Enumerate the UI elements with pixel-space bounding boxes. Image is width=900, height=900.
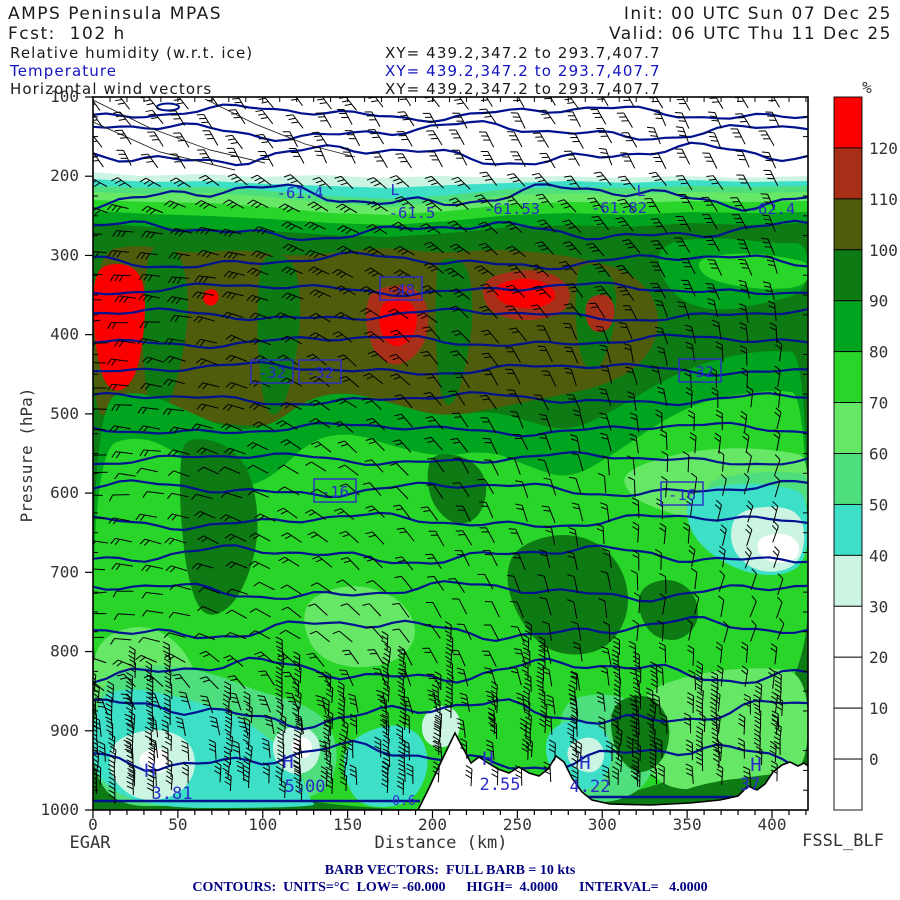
contour-labels: -61.4 -61.5 -61.53 -61.82 -62.4 L L -48 -32 -32 -3… xyxy=(144,181,795,809)
colorbar-tick-label: 70 xyxy=(869,394,888,413)
low-marker: L xyxy=(636,182,645,200)
surface-high-marker: H xyxy=(482,748,493,770)
colorbar-tick-label: 80 xyxy=(869,343,888,362)
colorbar-tick-label: 40 xyxy=(869,546,888,565)
low-marker: L xyxy=(390,181,399,199)
contour-min-label: -62.4 xyxy=(749,200,796,218)
surface-contour-label: 0.6 xyxy=(392,794,415,809)
x-tick-label: 50 xyxy=(168,815,187,834)
colorbar-tick-label: 120 xyxy=(869,139,898,158)
field-1-xy: XY= 439.2,347.2 to 293.7,407.7 xyxy=(385,44,661,62)
x-tick-label: 400 xyxy=(758,815,787,834)
colorbar-tick-label: 30 xyxy=(869,597,888,616)
page-title: AMPS Peninsula MPAS xyxy=(8,4,223,24)
x-tick-label: 200 xyxy=(418,815,447,834)
contour-min-label: -61.5 xyxy=(389,204,436,222)
y-tick-label: 600 xyxy=(50,483,79,502)
field-2-label: Temperature xyxy=(10,62,118,80)
terrain-silhouette xyxy=(417,731,808,810)
y-tick-label: 300 xyxy=(50,245,79,264)
y-axis-title: Pressure (hPa) xyxy=(17,388,36,523)
forecast-hour: Fcst: 102 h xyxy=(8,24,126,44)
y-tick-label: 500 xyxy=(50,404,79,423)
y-tick-label: 800 xyxy=(50,642,79,661)
contour-boxed-label: -16 xyxy=(668,486,696,504)
colorbar-tick-label: 110 xyxy=(869,190,898,209)
contour-boxed-label: -32 xyxy=(306,364,334,382)
contour-min-label: -61.53 xyxy=(484,200,540,218)
right-station-label: FSSL_BLF xyxy=(802,831,884,851)
y-tick-label: 200 xyxy=(50,166,79,185)
surface-high-value: 3.81 xyxy=(152,784,193,804)
contour-min-label: -61.4 xyxy=(277,184,324,202)
surface-high-marker: H xyxy=(282,751,293,773)
left-station-label: EGAR xyxy=(70,833,112,853)
colorbar-tick-label: 10 xyxy=(869,699,888,718)
colorbar-units-label: % xyxy=(862,78,872,97)
surface-high-marker: H xyxy=(144,760,155,782)
surface-high-marker: H xyxy=(750,754,761,776)
barb-legend-line: BARB VECTORS: FULL BARB = 10 kts xyxy=(325,863,576,878)
contour-boxed-label: -48 xyxy=(387,281,415,299)
colorbar-tick-label: 0 xyxy=(869,750,879,769)
x-tick-label: 300 xyxy=(588,815,617,834)
field-3-xy: XY= 439.2,347.2 to 293.7,407.7 xyxy=(385,80,661,98)
colorbar-tick-label: 90 xyxy=(869,292,888,311)
contour-boxed-label: -32 xyxy=(258,364,286,382)
surface-high-marker: H xyxy=(579,752,590,774)
surface-high-value: 5.00 xyxy=(285,777,326,797)
field-1-label: Relative humidity (w.r.t. ice) xyxy=(10,44,254,62)
field-2-xy: XY= 439.2,347.2 to 293.7,407.7 xyxy=(385,62,661,80)
x-tick-label: 250 xyxy=(503,815,532,834)
y-tick-label: 400 xyxy=(50,325,79,344)
surface-high-value: 2.55 xyxy=(480,775,521,795)
contour-boxed-label: -32 xyxy=(686,363,714,381)
surface-high-value: 37 xyxy=(740,775,760,795)
colorbar-tick-label: 20 xyxy=(869,648,888,667)
x-tick-label: 350 xyxy=(673,815,702,834)
x-axis-title: Distance (km) xyxy=(374,833,507,853)
y-tick-label: 1000 xyxy=(40,800,79,819)
valid-time: Valid: 06 UTC Thu 11 Dec 25 xyxy=(608,24,892,44)
colorbar-tick-label: 50 xyxy=(869,495,888,514)
field-3-label: Horizontal wind vectors xyxy=(10,80,213,98)
init-time: Init: 00 UTC Sun 07 Dec 25 xyxy=(623,4,892,24)
contour-legend-line: CONTOURS: UNITS=°C LOW= -60.000 HIGH= 4.… xyxy=(192,880,707,895)
axes: 0 50 100 150 200 250 300 350 400 100 200 300 400 500 6… xyxy=(40,87,809,834)
y-tick-label: 100 xyxy=(50,87,79,106)
contour-min-label: -61.82 xyxy=(591,199,647,217)
surface-high-value: 4.22 xyxy=(570,777,611,797)
x-tick-label: 150 xyxy=(333,815,362,834)
colorbar-tick-label: 100 xyxy=(869,241,898,260)
colorbar-tick-label: 60 xyxy=(869,445,888,464)
rh-shading-field xyxy=(93,172,808,810)
x-tick-label: 0 xyxy=(88,815,98,834)
contour-boxed-label: -16 xyxy=(321,483,349,501)
wind-barbs xyxy=(93,97,785,805)
y-tick-label: 700 xyxy=(50,562,79,581)
y-tick-label: 900 xyxy=(50,721,79,740)
x-tick-label: 100 xyxy=(248,815,277,834)
